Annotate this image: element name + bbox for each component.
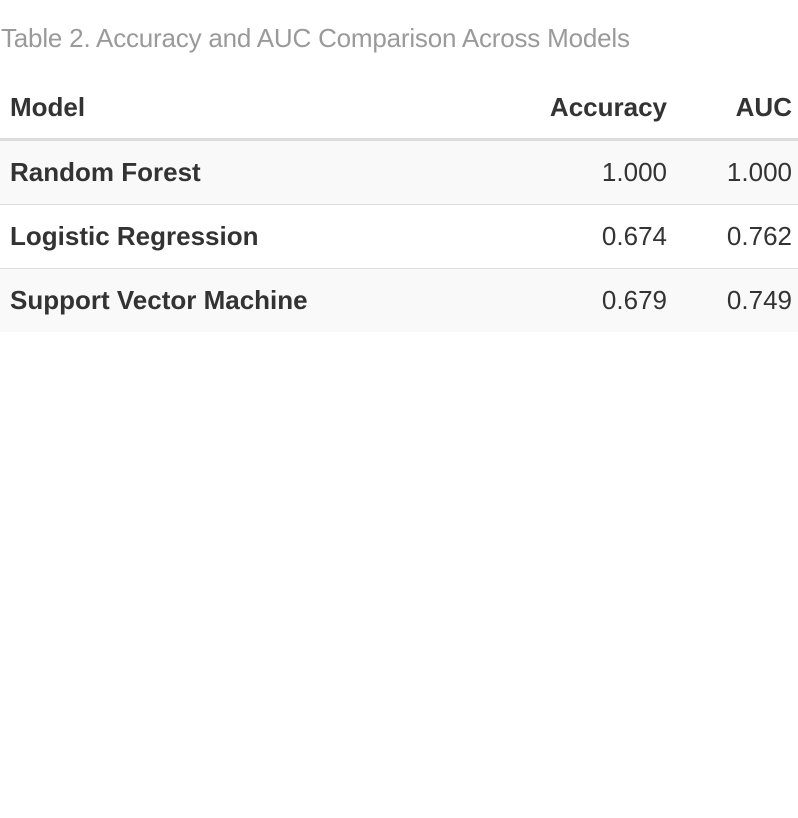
table-body: Random Forest 1.000 1.000 Logistic Regre… <box>0 139 798 332</box>
column-header-accuracy: Accuracy <box>540 76 673 141</box>
model-name-cell: Logistic Regression <box>0 204 540 269</box>
model-name-cell: Support Vector Machine <box>0 268 540 332</box>
header-row: Model Accuracy AUC <box>0 76 798 141</box>
model-name-cell: Random Forest <box>0 139 540 205</box>
table-row: Logistic Regression 0.674 0.762 <box>0 204 798 269</box>
auc-cell: 0.762 <box>673 204 798 269</box>
model-comparison-table: Model Accuracy AUC Random Forest 1.000 1… <box>0 76 798 332</box>
accuracy-cell: 0.679 <box>540 268 673 332</box>
auc-cell: 1.000 <box>673 139 798 205</box>
table-row: Support Vector Machine 0.679 0.749 <box>0 268 798 332</box>
auc-cell: 0.749 <box>673 268 798 332</box>
table-header: Model Accuracy AUC <box>0 76 798 141</box>
column-header-auc: AUC <box>673 76 798 141</box>
accuracy-cell: 1.000 <box>540 139 673 205</box>
table-row: Random Forest 1.000 1.000 <box>0 139 798 205</box>
column-header-model: Model <box>0 76 540 141</box>
accuracy-cell: 0.674 <box>540 204 673 269</box>
table-caption: Table 2. Accuracy and AUC Comparison Acr… <box>1 23 630 53</box>
